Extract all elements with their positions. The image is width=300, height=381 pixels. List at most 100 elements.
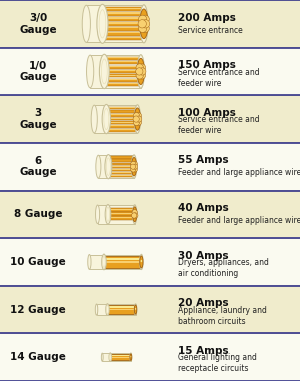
Ellipse shape [138,20,146,28]
Text: Service entrance and
feeder wire: Service entrance and feeder wire [178,67,260,88]
Bar [104,83,141,84]
Ellipse shape [130,354,132,360]
Bar [0,95,300,143]
Bar [106,107,137,109]
Ellipse shape [130,353,132,361]
Bar [103,13,144,14]
Bar [104,258,141,260]
Bar [0,0,300,48]
Bar [107,306,136,308]
Ellipse shape [106,305,109,314]
Bar [103,37,144,40]
Bar [106,114,137,115]
Bar [103,22,144,26]
Ellipse shape [137,68,145,75]
Bar [107,309,136,310]
Ellipse shape [139,15,147,24]
Bar [108,169,134,171]
Bar [106,118,137,119]
Ellipse shape [101,353,103,361]
Ellipse shape [102,254,106,270]
Text: 20 Amps: 20 Amps [178,298,229,308]
Text: 15 Amps: 15 Amps [178,346,229,356]
Bar [102,353,131,361]
Text: 150 Amps: 150 Amps [178,60,236,70]
Ellipse shape [131,164,136,169]
Ellipse shape [133,205,137,224]
Bar [104,74,141,77]
Bar [98,205,135,224]
Ellipse shape [95,205,100,224]
Ellipse shape [106,207,109,221]
Bar [106,118,137,120]
Ellipse shape [82,5,90,42]
Text: 1/0
Gauge: 1/0 Gauge [19,61,57,82]
Bar [104,256,141,268]
Bar [106,125,137,128]
Bar [103,27,144,30]
Bar [94,105,137,133]
Bar [106,129,137,130]
Ellipse shape [99,54,109,89]
Ellipse shape [86,55,94,88]
Bar [89,255,141,269]
Ellipse shape [141,20,150,28]
Bar [104,83,141,86]
Bar [97,304,136,315]
Text: 12 Gauge: 12 Gauge [10,304,66,315]
Ellipse shape [136,68,143,75]
Bar [0,238,300,286]
Bar [104,78,141,82]
Bar [106,122,137,123]
Bar [0,190,300,238]
Bar [106,125,137,126]
Ellipse shape [134,304,137,315]
Text: 8 Gauge: 8 Gauge [14,209,62,219]
Ellipse shape [134,116,141,122]
Ellipse shape [130,356,131,357]
Ellipse shape [101,59,107,84]
Ellipse shape [102,104,110,134]
Ellipse shape [131,161,136,166]
Bar [0,143,300,190]
Bar [108,217,135,218]
Bar [103,22,144,24]
Bar [0,286,300,333]
Text: 40 Amps: 40 Amps [178,203,229,213]
Ellipse shape [97,4,108,43]
Ellipse shape [99,10,106,38]
Ellipse shape [135,308,136,310]
Bar [103,32,144,34]
Bar [108,172,134,173]
Ellipse shape [140,256,143,268]
Text: Service entrance: Service entrance [178,26,243,35]
Ellipse shape [137,55,144,88]
Bar [103,32,144,35]
Bar [104,61,141,64]
Bar [108,216,135,221]
Bar [108,166,134,168]
Ellipse shape [141,15,149,24]
Ellipse shape [133,207,137,222]
Ellipse shape [106,158,110,175]
Ellipse shape [106,304,109,315]
Text: Feeder and large appliance wire: Feeder and large appliance wire [178,168,300,178]
Bar [103,12,144,16]
Bar [103,8,144,9]
Ellipse shape [91,105,97,133]
Ellipse shape [138,64,146,71]
Bar [104,57,141,60]
Ellipse shape [103,256,105,267]
Ellipse shape [132,161,137,166]
Bar [108,212,135,216]
Ellipse shape [105,155,112,179]
Ellipse shape [131,167,136,172]
Ellipse shape [96,155,101,178]
Bar [104,61,141,62]
Text: 100 Amps: 100 Amps [178,108,236,118]
Bar [104,79,141,80]
Bar [108,156,134,158]
Text: 3/0
Gauge: 3/0 Gauge [19,13,57,35]
Ellipse shape [140,5,148,43]
Text: 14 Gauge: 14 Gauge [10,352,66,362]
